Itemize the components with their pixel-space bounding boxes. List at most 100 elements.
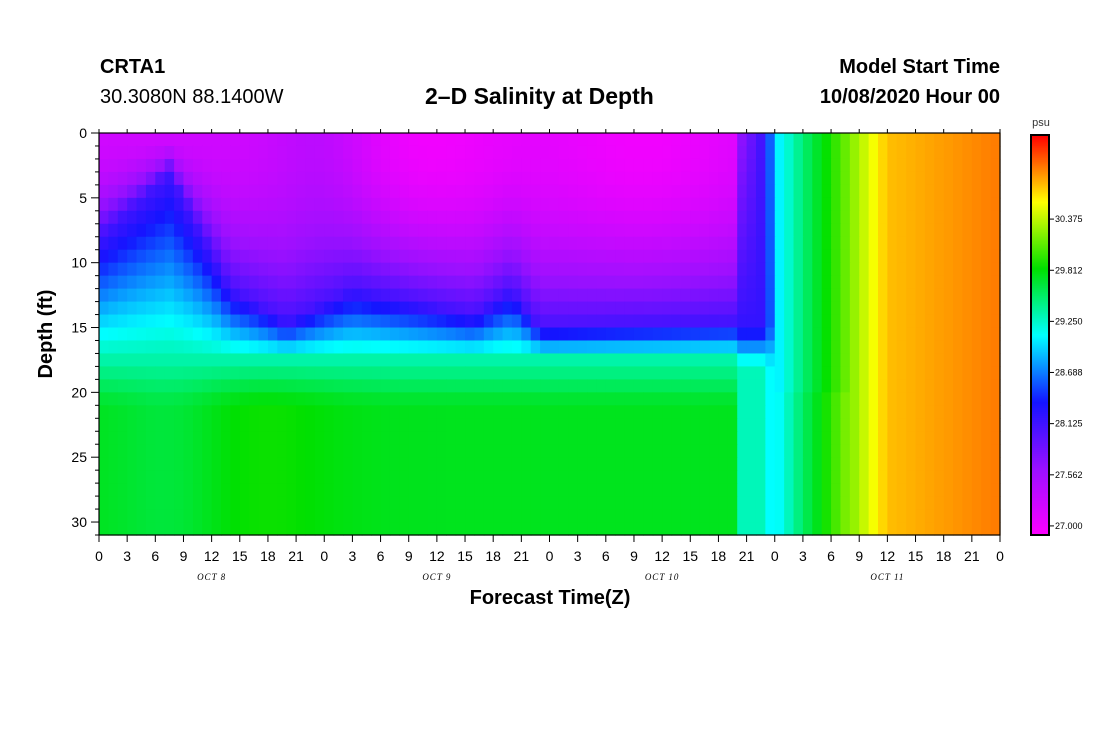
heatmap-cell <box>249 327 260 342</box>
heatmap-cell <box>474 133 485 147</box>
heatmap-cell <box>549 145 560 160</box>
heatmap-cell <box>408 236 419 251</box>
heatmap-cell <box>202 340 213 355</box>
heatmap-cell <box>352 444 363 458</box>
heatmap-cell <box>662 171 673 186</box>
heatmap-cell <box>596 210 607 225</box>
heatmap-cell <box>446 522 457 536</box>
heatmap-cell <box>971 145 982 160</box>
heatmap-cell <box>577 405 588 419</box>
heatmap-cell <box>314 314 325 329</box>
heatmap-cell <box>483 496 494 510</box>
heatmap-cell <box>465 133 476 147</box>
heatmap-cell <box>192 210 203 225</box>
heatmap-cell <box>277 301 288 316</box>
heatmap-cell <box>371 327 382 342</box>
heatmap-cell <box>868 431 879 445</box>
heatmap-cell <box>267 288 278 303</box>
heatmap-cell <box>784 184 795 199</box>
colorbar-swatch <box>1031 229 1049 232</box>
heatmap-cell <box>596 509 607 523</box>
colorbar-swatch <box>1031 503 1049 506</box>
heatmap-cell <box>474 184 485 199</box>
heatmap-cell <box>361 288 372 303</box>
heatmap-cell <box>530 418 541 432</box>
heatmap-cell <box>211 275 222 290</box>
heatmap-cell <box>389 171 400 186</box>
heatmap-cell <box>680 327 691 342</box>
heatmap-cell <box>643 392 654 406</box>
heatmap-cell <box>333 327 344 342</box>
heatmap-cell <box>971 405 982 419</box>
heatmap-cell <box>549 288 560 303</box>
heatmap-cell <box>174 249 185 264</box>
heatmap-cell <box>831 133 842 147</box>
heatmap-cell <box>558 496 569 510</box>
heatmap-cell <box>765 249 776 264</box>
heatmap-cell <box>418 392 429 406</box>
heatmap-cell <box>549 483 560 497</box>
heatmap-cell <box>877 236 888 251</box>
heatmap-cell <box>286 171 297 186</box>
heatmap-cell <box>643 457 654 471</box>
heatmap-cell <box>831 275 842 290</box>
heatmap-cell <box>493 158 504 173</box>
heatmap-cell <box>436 483 447 497</box>
heatmap-cell <box>558 470 569 484</box>
heatmap-cell <box>587 223 598 238</box>
heatmap-cell <box>633 496 644 510</box>
heatmap-cell <box>408 405 419 419</box>
heatmap-cell <box>408 314 419 329</box>
heatmap-cell <box>352 470 363 484</box>
heatmap-cell <box>709 223 720 238</box>
heatmap-cell <box>267 457 278 471</box>
heatmap-cell <box>418 133 429 147</box>
heatmap-cell <box>192 431 203 445</box>
heatmap-cell <box>784 301 795 316</box>
colorbar-swatch <box>1031 505 1049 508</box>
heatmap-cell <box>812 496 823 510</box>
heatmap-cell <box>934 288 945 303</box>
heatmap-cell <box>896 444 907 458</box>
heatmap-cell <box>699 197 710 212</box>
heatmap-cell <box>784 509 795 523</box>
heatmap-cell <box>446 457 457 471</box>
heatmap-cell <box>483 197 494 212</box>
heatmap-cell <box>202 483 213 497</box>
heatmap-cell <box>221 431 231 445</box>
heatmap-cell <box>314 522 325 536</box>
heatmap-cell <box>108 522 119 536</box>
heatmap-cell <box>239 340 250 355</box>
heatmap-cell <box>465 262 476 277</box>
heatmap-cell <box>915 392 926 406</box>
heatmap-cell <box>333 223 344 238</box>
heatmap-cell <box>906 314 917 329</box>
heatmap-cell <box>530 509 541 523</box>
heatmap-cell <box>577 314 588 329</box>
heatmap-cell <box>389 496 400 510</box>
heatmap-cell <box>915 483 926 497</box>
heatmap-cell <box>577 353 588 368</box>
heatmap-cell <box>108 496 119 510</box>
colorbar-swatch <box>1031 317 1049 320</box>
heatmap-cell <box>230 496 241 510</box>
heatmap-cell <box>953 444 964 458</box>
heatmap-cell <box>267 353 278 368</box>
heatmap-cell <box>802 392 813 406</box>
heatmap-cell <box>746 171 757 186</box>
heatmap-cell <box>784 249 795 264</box>
colorbar-swatch <box>1031 363 1049 366</box>
heatmap-cell <box>540 314 551 329</box>
colorbar-swatch <box>1031 529 1049 532</box>
heatmap-cell <box>821 327 832 342</box>
heatmap-cell <box>662 509 673 523</box>
colorbar-swatch <box>1031 359 1049 362</box>
heatmap-cell <box>971 431 982 445</box>
heatmap-cell <box>793 327 804 342</box>
heatmap-cell <box>877 457 888 471</box>
heatmap-cell <box>352 418 363 432</box>
colorbar-swatch <box>1031 277 1049 280</box>
heatmap-cell <box>221 223 231 238</box>
heatmap-cell <box>652 288 663 303</box>
heatmap-cell <box>596 457 607 471</box>
